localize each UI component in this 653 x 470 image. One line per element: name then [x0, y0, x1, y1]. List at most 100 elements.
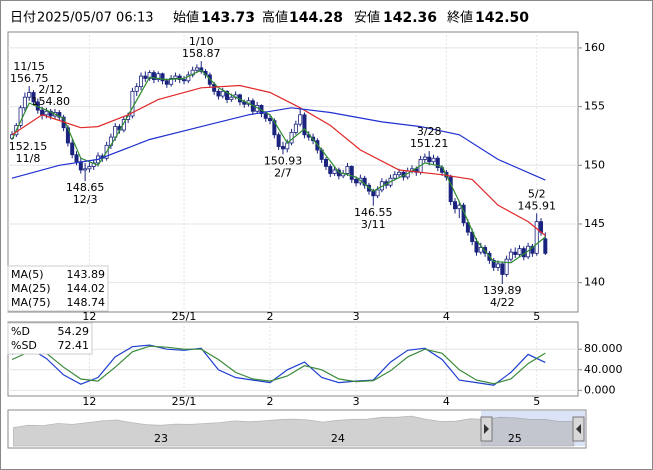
- annotation-date: 5/2: [528, 187, 546, 200]
- x-tick-label: 5: [533, 310, 540, 323]
- candle-body: [74, 154, 79, 163]
- x-tick-label: 2: [267, 310, 274, 323]
- candle-body: [44, 110, 49, 116]
- candle-body: [169, 78, 174, 85]
- candle-body: [375, 189, 380, 197]
- candle-body: [328, 166, 333, 174]
- y-tick-label: 160: [584, 41, 605, 54]
- annotation-value: 145.91: [517, 199, 556, 212]
- legend-value: 54.29: [58, 325, 90, 338]
- candle-body: [78, 161, 83, 171]
- candle-body: [134, 86, 139, 92]
- candle-body: [276, 134, 281, 147]
- annotation-value: 152.15: [9, 140, 48, 153]
- annotation-date: 2/7: [274, 166, 292, 179]
- y-tick-label: 150: [584, 158, 605, 171]
- x-tick-label: 25/1: [172, 310, 197, 323]
- candle-body: [431, 157, 436, 163]
- y-tick-label: 140: [584, 276, 605, 289]
- legend-name: MA(25): [11, 282, 51, 295]
- legend-name: MA(75): [11, 296, 51, 309]
- candle-body: [534, 221, 539, 254]
- legend-value: 72.41: [58, 339, 90, 352]
- candle-body: [427, 156, 432, 163]
- annotation-date: 4/22: [490, 296, 515, 309]
- candle-body: [263, 113, 268, 119]
- candle-body: [31, 92, 36, 103]
- series-line: [11, 84, 546, 236]
- candle-body: [517, 248, 522, 255]
- candle-body: [392, 174, 397, 179]
- candle-body: [513, 251, 518, 255]
- candle-body: [508, 251, 513, 260]
- annotation-value: 151.21: [410, 137, 449, 150]
- x-tick-label: 12: [82, 310, 96, 323]
- candle-body: [504, 258, 509, 275]
- candle-body: [216, 90, 221, 97]
- candle-body: [173, 75, 178, 79]
- candle-body: [298, 114, 303, 125]
- annotation-value: 158.87: [182, 47, 221, 60]
- candle-body: [474, 241, 479, 253]
- candle-body: [457, 204, 462, 210]
- header-value: 143.73: [201, 10, 255, 26]
- annotation-date: 11/8: [16, 152, 41, 165]
- candle-body: [40, 109, 45, 116]
- header-label: 高値: [262, 10, 288, 26]
- annotation-value: 146.55: [354, 206, 393, 219]
- nav-handle-arrow: [484, 424, 489, 434]
- candle-body: [27, 92, 32, 98]
- candle-body: [293, 123, 298, 133]
- annotation-value: 150.93: [264, 154, 303, 167]
- candle-body: [289, 132, 294, 144]
- header-value: 2025/05/07 06:13: [37, 11, 154, 26]
- candle-body: [268, 117, 273, 122]
- legend-value: 143.89: [67, 268, 106, 281]
- y-tick-label: 80.000: [584, 342, 623, 355]
- candle-body: [130, 90, 135, 117]
- x-tick-label: 4: [443, 310, 450, 323]
- candle-body: [345, 166, 350, 174]
- candle-body: [500, 263, 505, 275]
- candle-body: [332, 169, 337, 174]
- header-value: 144.28: [289, 10, 343, 26]
- annotation-value: 154.80: [31, 95, 70, 108]
- candle-body: [422, 156, 427, 160]
- candle-body: [182, 79, 187, 82]
- header-value: 142.36: [383, 10, 437, 26]
- header-label: 始値: [173, 10, 199, 26]
- candle-body: [57, 112, 62, 118]
- candle-body: [22, 96, 27, 109]
- candle-body: [164, 80, 169, 85]
- nav-tick-label: 23: [154, 432, 168, 445]
- annotation-value: 148.65: [66, 181, 105, 194]
- legend-name: MA(5): [11, 268, 44, 281]
- annotation-date: 1/10: [189, 35, 214, 48]
- legend-value: 148.74: [67, 296, 106, 309]
- annotation-date: 12/3: [73, 193, 98, 206]
- candle-body: [452, 201, 457, 210]
- candle-body: [177, 75, 182, 81]
- nav-area: [13, 415, 575, 447]
- y-tick-label: 155: [584, 100, 605, 113]
- candle-body: [354, 178, 359, 184]
- candle-body: [194, 67, 199, 71]
- candle-body: [491, 259, 496, 268]
- candle-body: [160, 73, 165, 82]
- header-label: 終値: [447, 10, 473, 26]
- main-panel: [7, 31, 579, 313]
- y-tick-label: 0.000: [584, 383, 616, 396]
- annotation-date: 3/11: [361, 218, 386, 231]
- candle-body: [543, 238, 548, 254]
- nav-tick-label: 25: [508, 432, 522, 445]
- candle-body: [371, 190, 376, 197]
- candle-body: [225, 90, 230, 100]
- candle-body: [349, 166, 354, 180]
- x-tick-label: 5: [533, 395, 540, 408]
- candle-body: [48, 110, 53, 117]
- annotation-date: 2/12: [38, 83, 63, 96]
- header-label: 日付: [10, 11, 36, 26]
- legend-name: %D: [11, 325, 30, 338]
- series-line: [11, 107, 546, 181]
